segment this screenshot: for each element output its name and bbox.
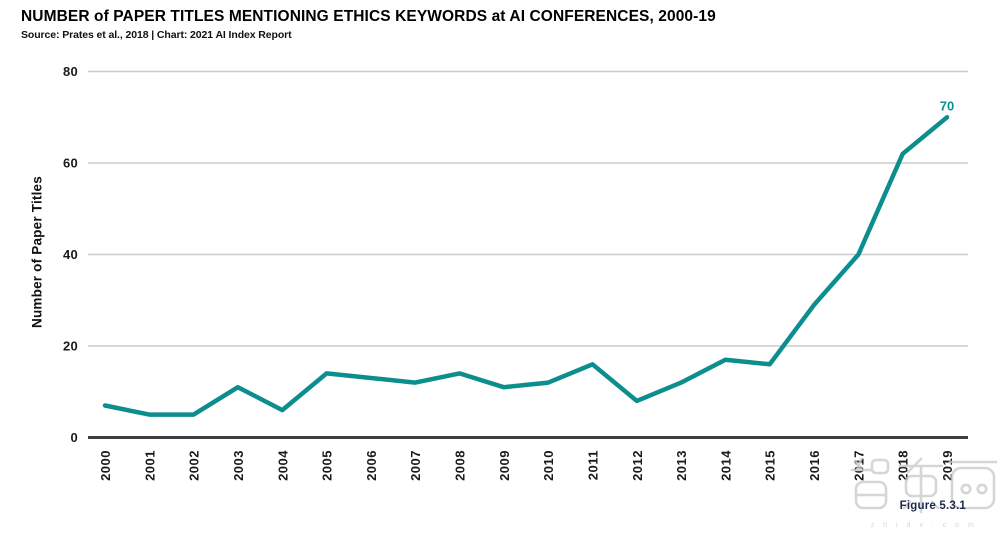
x-tick-label: 2015 bbox=[763, 450, 778, 481]
y-tick-label: 20 bbox=[63, 339, 78, 354]
chart-header: NUMBER of PAPER TITLES MENTIONING ETHICS… bbox=[21, 8, 716, 41]
x-tick-label: 2018 bbox=[896, 450, 911, 481]
chart-title: NUMBER of PAPER TITLES MENTIONING ETHICS… bbox=[21, 8, 716, 25]
x-tick-label: 2003 bbox=[231, 450, 246, 481]
x-tick-label: 2001 bbox=[142, 450, 157, 481]
data-line bbox=[102, 115, 950, 417]
x-tick-label: 2011 bbox=[585, 450, 600, 480]
y-tick-label: 80 bbox=[63, 64, 78, 79]
x-tick-label: 2012 bbox=[630, 450, 645, 481]
x-tick-label: 2019 bbox=[940, 450, 955, 481]
y-tick-label: 0 bbox=[70, 430, 78, 445]
x-tick-label: 2010 bbox=[541, 450, 556, 481]
x-tick-label: 2009 bbox=[497, 450, 512, 481]
y-tick-label: 60 bbox=[63, 156, 78, 171]
chart-source: Source: Prates et al., 2018 | Chart: 202… bbox=[21, 29, 292, 41]
data-point-label: 70 bbox=[940, 98, 954, 113]
x-tick-label: 2008 bbox=[453, 450, 468, 481]
x-tick-label: 2013 bbox=[674, 450, 689, 481]
x-tick-label: 2004 bbox=[275, 450, 290, 481]
x-tick-label: 2017 bbox=[851, 450, 866, 481]
figure-label: Figure 5.3.1 bbox=[899, 500, 966, 512]
x-tick-label: 2016 bbox=[807, 450, 822, 481]
x-tick-label: 2002 bbox=[187, 450, 202, 481]
x-tick-label: 2005 bbox=[320, 450, 335, 481]
x-tick-label: 2006 bbox=[364, 450, 379, 481]
y-tick-label: 40 bbox=[63, 247, 78, 262]
x-tick-label: 2007 bbox=[408, 450, 423, 481]
x-tick-label: 2014 bbox=[718, 450, 733, 481]
x-tick-label: 2000 bbox=[98, 450, 113, 481]
